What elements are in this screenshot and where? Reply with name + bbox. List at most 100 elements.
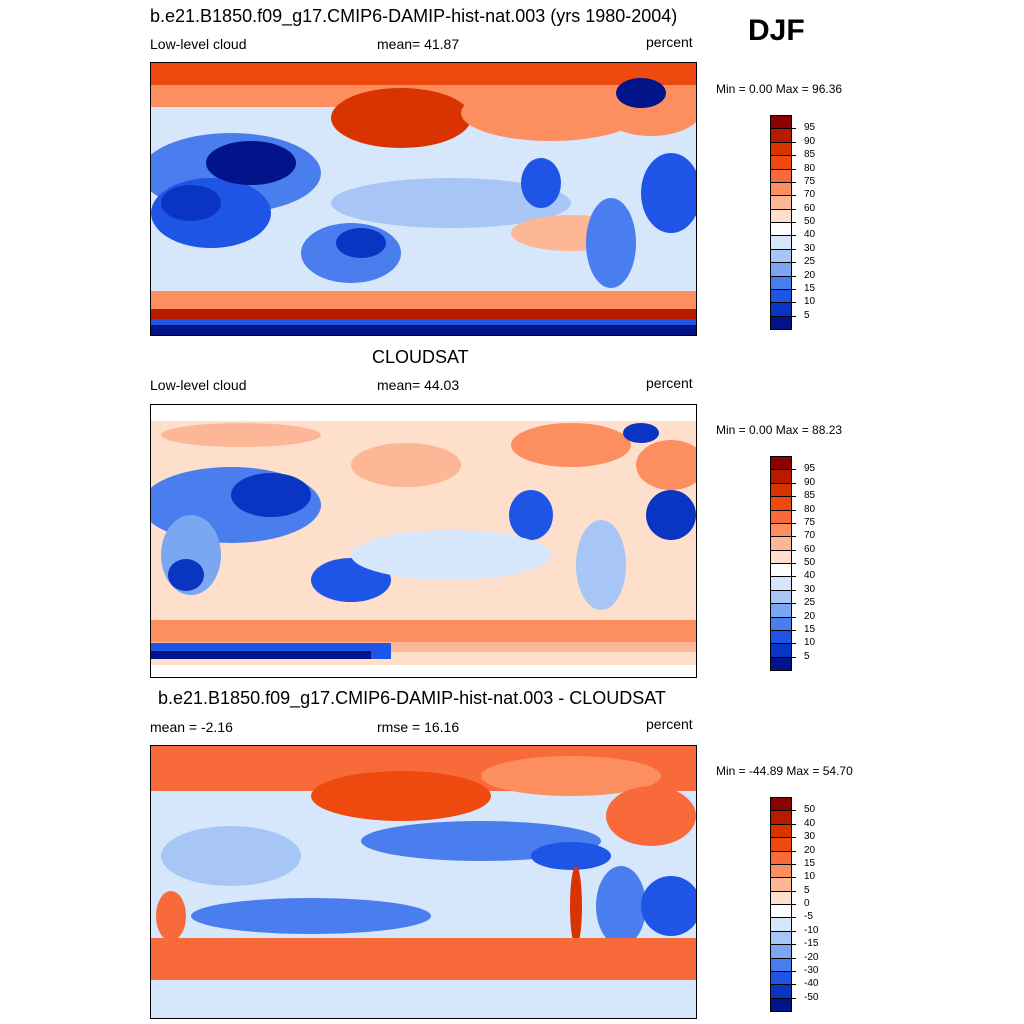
panel-1-colorbar-label: 70 bbox=[804, 189, 816, 201]
panel-2-colorbar-swatch bbox=[770, 563, 792, 578]
panel-3-map-graphic bbox=[151, 746, 696, 1018]
panel-2-colorbar-swatch bbox=[770, 536, 792, 551]
panel-3-colorbar-tick bbox=[792, 877, 796, 879]
panel-1-colorbar-label: 5 bbox=[804, 309, 810, 321]
panel-3-colorbar-swatch bbox=[770, 957, 792, 972]
panel-3-colorbar-swatch bbox=[770, 917, 792, 932]
panel-2-colorbar-tick bbox=[792, 522, 796, 524]
panel-3-colorbar-swatch bbox=[770, 944, 792, 959]
panel-1-colorbar-tick bbox=[792, 141, 796, 143]
panel-2-colorbar-label: 40 bbox=[804, 570, 816, 582]
panel-3-mean-label: mean = -2.16 bbox=[150, 719, 233, 735]
panel-1-colorbar-swatch bbox=[770, 275, 792, 290]
panel-1-colorbar-tick bbox=[792, 275, 796, 277]
panel-2-colorbar-tick bbox=[792, 643, 796, 645]
panel-3-colorbar-label: -5 bbox=[804, 911, 813, 923]
panel-3-colorbar-swatch bbox=[770, 823, 792, 839]
panel-2-colorbar-tick bbox=[792, 536, 796, 538]
panel-1-colorbar-swatch bbox=[770, 181, 792, 197]
panel-3-colorbar-label: -10 bbox=[804, 924, 819, 936]
panel-3-colorbar-label: -40 bbox=[804, 978, 819, 990]
panel-1-colorbar-tick bbox=[792, 168, 796, 170]
panel-2-colorbar-swatch bbox=[770, 603, 792, 618]
panel-3-colorbar-tick bbox=[792, 997, 796, 999]
panel-3-colorbar-tick bbox=[792, 970, 796, 972]
panel-3-colorbar: 50 40 30 20 15 10 5 0 -5 -10 -15 -20 -30 -40 -50 bbox=[770, 797, 830, 1012]
panel-1-colorbar-tick bbox=[792, 302, 796, 304]
panel-1-colorbar-swatch bbox=[770, 288, 792, 304]
panel-3-colorbar-swatch bbox=[770, 837, 792, 852]
panel-2-colorbar-label: 75 bbox=[804, 516, 816, 528]
panel-2-colorbar-swatch bbox=[770, 616, 792, 631]
panel-3-rmse-label: rmse = 16.16 bbox=[377, 719, 460, 735]
panel-1-colorbar-swatch bbox=[770, 128, 792, 143]
panel-2-map-graphic bbox=[151, 405, 696, 677]
panel-1-colorbar-label: 75 bbox=[804, 175, 816, 187]
panel-2-colorbar-label: 30 bbox=[804, 583, 816, 595]
panel-2-colorbar-swatch bbox=[770, 549, 792, 564]
panel-1-colorbar-swatch bbox=[770, 195, 792, 210]
panel-2-colorbar-tick bbox=[792, 496, 796, 498]
panel-2-colorbar-swatch bbox=[770, 656, 792, 671]
panel-1-colorbar-swatch bbox=[770, 302, 792, 317]
panel-3-title: b.e21.B1850.f09_g17.CMIP6-DAMIP-hist-nat… bbox=[158, 688, 666, 708]
panel-1-colorbar-tick bbox=[792, 222, 796, 223]
panel-3-colorbar-label: 10 bbox=[804, 871, 816, 883]
panel-1-colorbar: 95 90 85 80 75 70 60 50 40 30 25 20 15 10 5 bbox=[770, 115, 830, 330]
panel-1-colorbar-swatch bbox=[770, 141, 792, 157]
panel-1-colorbar-tick bbox=[792, 262, 796, 264]
panel-3-colorbar-swatch bbox=[770, 877, 792, 892]
panel-3-colorbar-swatch bbox=[770, 863, 792, 879]
panel-1-units-label: percent bbox=[646, 34, 693, 50]
panel-1-colorbar-swatch bbox=[770, 248, 792, 264]
panel-3-colorbar-tick bbox=[792, 944, 796, 946]
panel-2-colorbar-swatch bbox=[770, 482, 792, 498]
panel-1-minmax: Min = 0.00 Max = 96.36 bbox=[716, 82, 843, 96]
panel-2-colorbar-swatch bbox=[770, 576, 792, 591]
panel-3-colorbar-swatch bbox=[770, 797, 792, 812]
panel-2-colorbar-label: 10 bbox=[804, 637, 816, 649]
panel-2-colorbar-tick bbox=[792, 549, 796, 551]
panel-2-colorbar-label: 95 bbox=[804, 463, 816, 475]
panel-2-colorbar-label: 70 bbox=[804, 530, 816, 542]
panel-1-colorbar-tick bbox=[792, 235, 796, 237]
panel-1-colorbar-tick bbox=[792, 248, 796, 250]
panel-1-mean-label: mean= 41.87 bbox=[377, 36, 460, 52]
panel-3-colorbar-tick bbox=[792, 863, 796, 865]
panel-3-colorbar-tick bbox=[792, 837, 796, 839]
panel-2-colorbar-swatch bbox=[770, 589, 792, 605]
panel-3-colorbar-label: 5 bbox=[804, 884, 810, 896]
panel-3-colorbar-tick bbox=[792, 984, 796, 986]
panel-2-colorbar-swatch bbox=[770, 522, 792, 538]
panel-3-colorbar-label: 30 bbox=[804, 831, 816, 843]
panel-2-title: CLOUDSAT bbox=[372, 347, 469, 367]
panel-2-mean-label: mean= 44.03 bbox=[377, 377, 460, 393]
panel-2-colorbar-swatch bbox=[770, 643, 792, 658]
panel-3-units-label: percent bbox=[646, 716, 693, 732]
panel-2-colorbar-label: 15 bbox=[804, 623, 816, 635]
panel-2-colorbar-label: 5 bbox=[804, 650, 810, 662]
panel-3-colorbar-swatch bbox=[770, 984, 792, 999]
panel-3-colorbar-tick bbox=[792, 850, 796, 852]
panel-2-colorbar-tick bbox=[792, 616, 796, 618]
panel-1-colorbar-swatch bbox=[770, 235, 792, 250]
panel-1-colorbar-label: 85 bbox=[804, 149, 816, 161]
panel-2-colorbar-label: 80 bbox=[804, 503, 816, 515]
panel-3-colorbar-swatch bbox=[770, 904, 792, 919]
panel-1-map-graphic bbox=[151, 63, 696, 335]
panel-1-title: b.e21.B1850.f09_g17.CMIP6-DAMIP-hist-nat… bbox=[150, 6, 678, 26]
panel-1-colorbar-tick bbox=[792, 181, 796, 183]
panel-3-colorbar-label: 50 bbox=[804, 804, 816, 816]
panel-1-colorbar-tick bbox=[792, 128, 796, 130]
panel-2-colorbar-swatch bbox=[770, 469, 792, 484]
panel-1-colorbar-tick bbox=[792, 288, 796, 290]
panel-2-colorbar-label: 25 bbox=[804, 597, 816, 609]
panel-2-colorbar-tick bbox=[792, 656, 796, 658]
panel-2-colorbar-label: 90 bbox=[804, 476, 816, 488]
panel-2-variable-label: Low-level cloud bbox=[150, 377, 247, 393]
panel-2-colorbar-tick bbox=[792, 603, 796, 605]
panel-2-colorbar-swatch bbox=[770, 509, 792, 524]
panel-3-colorbar-swatch bbox=[770, 930, 792, 946]
panel-3-colorbar-label: -30 bbox=[804, 964, 819, 976]
panel-2-map bbox=[150, 404, 697, 678]
